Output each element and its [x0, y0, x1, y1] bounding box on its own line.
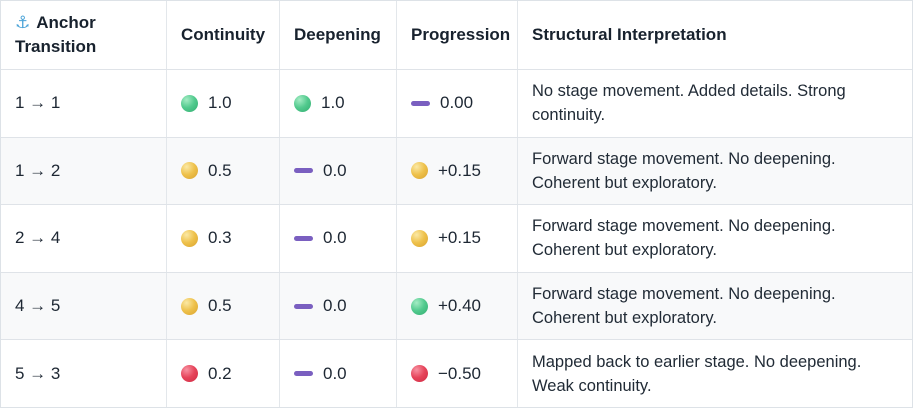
progression-value: −0.50: [438, 363, 482, 383]
deepening-value: 0.0: [323, 160, 347, 180]
interpretation-cell: Forward stage movement. No deepening. Co…: [518, 273, 912, 340]
indicator-icon: [294, 303, 313, 309]
indicator-icon: [411, 297, 428, 315]
interpretation-text: Forward stage movement. No deepening. Co…: [532, 285, 836, 328]
indicator-icon: [294, 371, 313, 377]
column-header-deepening: Deepening: [280, 1, 397, 69]
continuity-cell: 1.0: [167, 70, 280, 137]
table-header-row: ⚓ Anchor Transition Continuity Deepening …: [1, 1, 912, 69]
deepening-cell: 0.0: [280, 137, 397, 205]
continuity-value: 0.2: [208, 363, 232, 383]
indicator-icon: [181, 365, 198, 383]
table-row: 1 → 1 1.0 1.0 0.00 No stage movement. Ad…: [1, 69, 912, 137]
continuity-value: 0.5: [208, 160, 232, 180]
transition-label: 2 → 4: [15, 228, 61, 248]
transition-cell: 1 → 1: [1, 70, 167, 137]
deepening-value: 0.0: [323, 363, 347, 383]
indicator-icon: [411, 100, 430, 106]
progression-cell: +0.15: [397, 205, 518, 272]
progression-value: 0.00: [440, 93, 474, 113]
continuity-value: 0.3: [208, 228, 232, 248]
deepening-cell: 0.0: [280, 272, 397, 340]
column-header-continuity: Continuity: [167, 1, 280, 69]
table-row: 5 → 3 0.2 0.0 −0.50 Mapped back to earli…: [1, 339, 912, 407]
transition-cell: 5 → 3: [1, 340, 167, 407]
column-header-label: Continuity: [181, 25, 266, 44]
continuity-cell: 0.3: [167, 205, 280, 272]
column-header-label: Deepening: [294, 25, 381, 44]
progression-cell: −0.50: [397, 340, 518, 407]
table-row: 2 → 4 0.3 0.0 +0.15 Forward stage moveme…: [1, 204, 912, 272]
interpretation-text: Mapped back to earlier stage. No deepeni…: [532, 352, 862, 395]
deepening-cell: 1.0: [280, 70, 397, 137]
anchor-icon: ⚓: [15, 13, 31, 32]
table-row: 4 → 5 0.5 0.0 +0.40 Forward stage moveme…: [1, 271, 912, 340]
table-row: 1 → 2 0.5 0.0 +0.15 Forward stage moveme…: [1, 136, 912, 205]
interpretation-cell: Forward stage movement. No deepening. Co…: [518, 205, 912, 272]
deepening-cell: 0.0: [280, 205, 397, 272]
column-header-label: Progression: [411, 25, 511, 44]
transition-label: 1 → 2: [15, 160, 61, 180]
column-header-anchor-transition: ⚓ Anchor Transition: [1, 1, 167, 69]
interpretation-cell: No stage movement. Added details. Strong…: [518, 70, 912, 137]
continuity-cell: 0.5: [167, 137, 280, 205]
deepening-value: 1.0: [321, 93, 345, 113]
column-header-label: Structural Interpretation: [532, 25, 727, 44]
transition-label: 5 → 3: [15, 363, 61, 383]
indicator-icon: [181, 94, 198, 112]
indicator-icon: [294, 94, 311, 112]
transition-cell: 2 → 4: [1, 205, 167, 272]
indicator-icon: [294, 235, 313, 241]
indicator-icon: [411, 229, 428, 247]
interpretation-text: No stage movement. Added details. Strong…: [532, 82, 846, 125]
indicator-icon: [294, 168, 313, 174]
continuity-cell: 0.2: [167, 340, 280, 407]
indicator-icon: [181, 297, 198, 315]
progression-cell: 0.00: [397, 70, 518, 137]
interpretation-cell: Forward stage movement. No deepening. Co…: [518, 138, 912, 205]
column-header-progression: Progression: [397, 1, 518, 69]
transition-cell: 4 → 5: [1, 272, 167, 340]
deepening-value: 0.0: [323, 296, 347, 316]
indicator-icon: [411, 162, 428, 180]
indicator-icon: [411, 365, 428, 383]
deepening-value: 0.0: [323, 228, 347, 248]
deepening-cell: 0.0: [280, 340, 397, 407]
interpretation-cell: Mapped back to earlier stage. No deepeni…: [518, 340, 912, 407]
transition-cell: 1 → 2: [1, 137, 167, 205]
indicator-icon: [181, 229, 198, 247]
progression-value: +0.15: [438, 160, 482, 180]
interpretation-text: Forward stage movement. No deepening. Co…: [532, 217, 836, 260]
continuity-cell: 0.5: [167, 272, 280, 340]
continuity-value: 0.5: [208, 296, 232, 316]
continuity-value: 1.0: [208, 93, 232, 113]
interpretation-text: Forward stage movement. No deepening. Co…: [532, 149, 836, 192]
indicator-icon: [181, 162, 198, 180]
column-header-structural-interpretation: Structural Interpretation: [518, 1, 912, 69]
progression-cell: +0.15: [397, 137, 518, 205]
progression-cell: +0.40: [397, 272, 518, 340]
transition-label: 1 → 1: [15, 93, 61, 113]
progression-value: +0.40: [438, 296, 482, 316]
transition-label: 4 → 5: [15, 296, 61, 316]
progression-value: +0.15: [438, 228, 482, 248]
column-header-label: Anchor Transition: [15, 13, 97, 56]
